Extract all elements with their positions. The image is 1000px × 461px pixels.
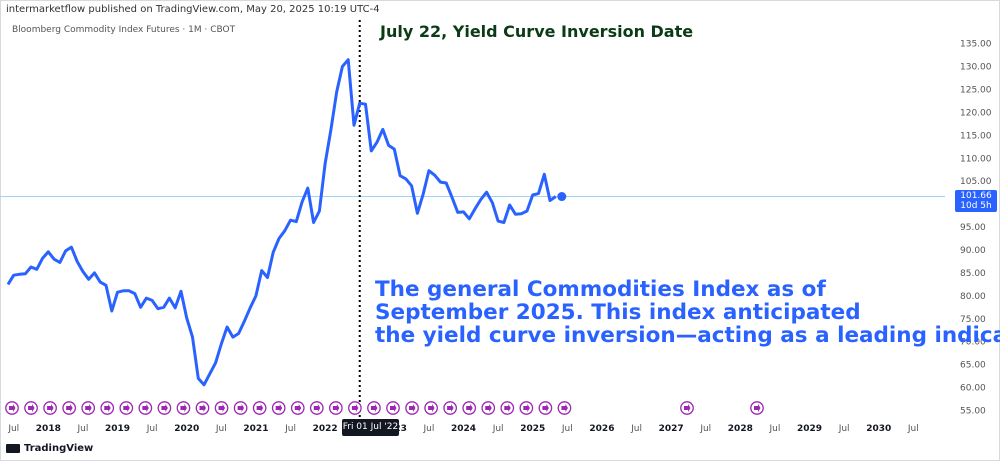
event-marker-icon[interactable] bbox=[43, 401, 57, 415]
y-tick-label: 65.00 bbox=[960, 361, 986, 371]
event-marker-icon[interactable] bbox=[119, 401, 134, 415]
event-marker-icon[interactable] bbox=[367, 401, 381, 415]
event-marker-icon[interactable] bbox=[348, 401, 362, 415]
x-tick-label: 2025 bbox=[520, 424, 545, 434]
y-tick-label: 135.00 bbox=[960, 40, 992, 50]
x-tick-label: 2027 bbox=[659, 424, 684, 434]
x-axis[interactable]: Jul2018Jul2019Jul2020Jul2021Jul20222023J… bbox=[7, 424, 918, 434]
x-tick-label: 2018 bbox=[36, 424, 61, 434]
y-tick-label: 80.00 bbox=[960, 292, 986, 302]
event-marker-icon[interactable] bbox=[138, 401, 153, 415]
annotation-main-text: The general Commodities Index as of Sept… bbox=[375, 277, 1000, 348]
y-tick-label: 105.00 bbox=[960, 177, 992, 187]
y-tick-label: 95.00 bbox=[960, 223, 986, 233]
event-marker-icon[interactable] bbox=[481, 401, 496, 415]
x-tick-label: Jul bbox=[215, 424, 227, 434]
y-tick-label: 70.00 bbox=[960, 338, 986, 348]
event-marker-icon[interactable] bbox=[309, 401, 324, 415]
commodity-index-line[interactable] bbox=[6, 58, 557, 387]
tradingview-logo-icon bbox=[6, 443, 20, 453]
event-marker-icon[interactable] bbox=[500, 401, 515, 415]
event-marker-icon[interactable] bbox=[62, 401, 77, 415]
event-marker-icon[interactable] bbox=[680, 401, 694, 415]
y-tick-label: 90.00 bbox=[960, 246, 986, 256]
event-marker-icon[interactable] bbox=[462, 401, 477, 415]
publisher-line: intermarketflow published on TradingView… bbox=[6, 4, 380, 15]
event-marker-icon[interactable] bbox=[750, 401, 764, 415]
x-tick-label: 2024 bbox=[451, 424, 476, 434]
event-marker-icon[interactable] bbox=[81, 401, 96, 415]
x-tick-label: 2020 bbox=[174, 424, 199, 434]
x-tick-label: Jul bbox=[284, 424, 296, 434]
x-tick-label: Jul bbox=[838, 424, 850, 434]
x-tick-label: 2021 bbox=[243, 424, 268, 434]
y-axis[interactable]: 55.00 60.00 65.00 70.00 75.00 80.00 85.00 90.00… bbox=[960, 40, 992, 417]
price-countdown: 10d 5h bbox=[960, 201, 992, 211]
y-tick-label: 75.00 bbox=[960, 315, 986, 325]
event-marker-icon[interactable] bbox=[195, 401, 210, 415]
event-marker-icon[interactable] bbox=[443, 401, 457, 415]
x-tick-label: 2029 bbox=[797, 424, 822, 434]
symbol-title[interactable]: Bloomberg Commodity Index Futures · 1M ·… bbox=[12, 25, 236, 35]
event-marker-icon[interactable] bbox=[424, 401, 438, 415]
y-tick-label: 125.00 bbox=[960, 85, 992, 95]
event-marker-icon[interactable] bbox=[557, 401, 572, 415]
y-tick-label: 120.00 bbox=[960, 108, 992, 118]
last-price-point bbox=[557, 192, 567, 202]
event-marker-icon[interactable] bbox=[519, 401, 534, 415]
x-tick-label: 2028 bbox=[728, 424, 753, 434]
event-marker-icon[interactable] bbox=[290, 401, 305, 415]
event-marker-icon[interactable] bbox=[100, 401, 115, 415]
annotation-inversion-date: July 22, Yield Curve Inversion Date bbox=[380, 22, 694, 41]
event-marker-icon[interactable] bbox=[233, 401, 248, 415]
y-tick-label: 55.00 bbox=[960, 407, 986, 417]
y-tick-label: 60.00 bbox=[960, 384, 986, 394]
x-tick-label: Jul bbox=[699, 424, 711, 434]
x-tick-label: Jul bbox=[492, 424, 504, 434]
y-tick-label: 110.00 bbox=[960, 154, 992, 164]
crosshair-date-badge: Fri 01 Jul '22 bbox=[342, 419, 399, 436]
x-tick-label: 2026 bbox=[589, 424, 614, 434]
y-tick-label: 85.00 bbox=[960, 269, 986, 279]
event-markers[interactable] bbox=[5, 401, 764, 415]
price-value: 101.66 bbox=[960, 191, 992, 201]
event-marker-icon[interactable] bbox=[214, 401, 229, 415]
x-tick-label: 2030 bbox=[866, 424, 891, 434]
x-tick-label: 2019 bbox=[105, 424, 130, 434]
x-tick-label: Jul bbox=[423, 424, 435, 434]
event-marker-icon[interactable] bbox=[176, 401, 191, 415]
event-marker-icon[interactable] bbox=[5, 401, 19, 415]
event-marker-icon[interactable] bbox=[386, 401, 400, 415]
x-tick-label: 2022 bbox=[313, 424, 338, 434]
x-tick-label: Jul bbox=[7, 424, 19, 434]
x-tick-label: Jul bbox=[769, 424, 781, 434]
x-tick-label: Jul bbox=[77, 424, 89, 434]
event-marker-icon[interactable] bbox=[538, 401, 553, 415]
event-marker-icon[interactable] bbox=[252, 401, 267, 415]
event-marker-icon[interactable] bbox=[271, 401, 286, 415]
event-marker-icon[interactable] bbox=[328, 401, 343, 415]
y-tick-label: 115.00 bbox=[960, 131, 992, 141]
x-tick-label: Jul bbox=[146, 424, 158, 434]
brand-name: TradingView bbox=[24, 443, 94, 454]
x-tick-label: Jul bbox=[907, 424, 919, 434]
event-marker-icon[interactable] bbox=[405, 401, 419, 415]
tradingview-logo[interactable]: TradingView bbox=[6, 443, 93, 454]
x-tick-label: Jul bbox=[561, 424, 573, 434]
event-marker-icon[interactable] bbox=[157, 401, 172, 415]
event-marker-icon[interactable] bbox=[24, 401, 38, 415]
x-tick-label: Jul bbox=[630, 424, 642, 434]
y-tick-label: 130.00 bbox=[960, 63, 992, 73]
price-badge: 101.66 10d 5h bbox=[955, 190, 997, 212]
